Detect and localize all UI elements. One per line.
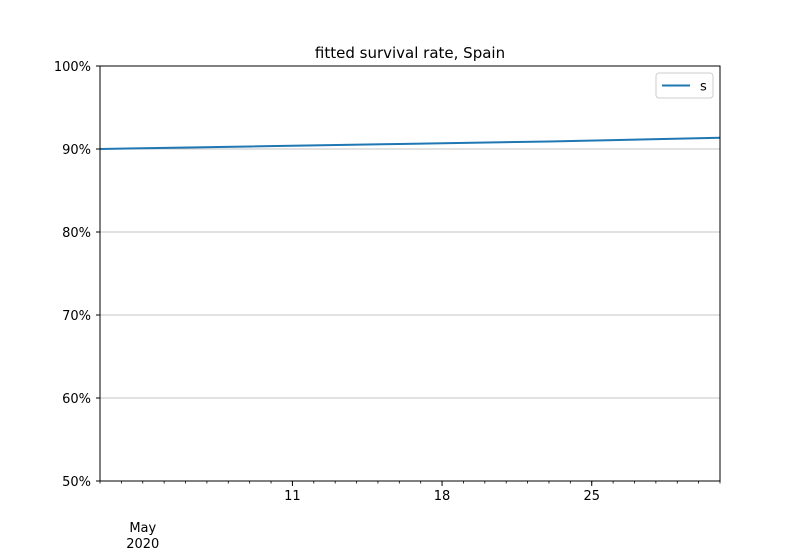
grid-lines [100, 148, 720, 399]
legend: s [655, 72, 714, 99]
x-year-label: 2020 [126, 537, 159, 550]
legend-label-s: s [700, 80, 707, 95]
y-tick-label: 60% [62, 392, 91, 407]
x-tick-label: 18 [434, 489, 451, 504]
y-tick-label: 100% [54, 60, 91, 75]
series-layer [99, 136, 721, 150]
y-tick-label: 90% [62, 143, 91, 158]
y-axis: 50% 60% 70% 80% 90% 100% [54, 60, 100, 490]
y-tick-label: 80% [62, 226, 91, 241]
x-tick-label: 25 [583, 489, 600, 504]
x-tick-label: 11 [284, 489, 301, 504]
chart-title: fitted survival rate, Spain [315, 44, 505, 62]
y-tick-label: 70% [62, 309, 91, 324]
x-month-label: May [129, 521, 156, 536]
plot-frame [99, 65, 721, 482]
series-line-s [99, 136, 721, 150]
y-tick-label: 50% [62, 475, 91, 490]
